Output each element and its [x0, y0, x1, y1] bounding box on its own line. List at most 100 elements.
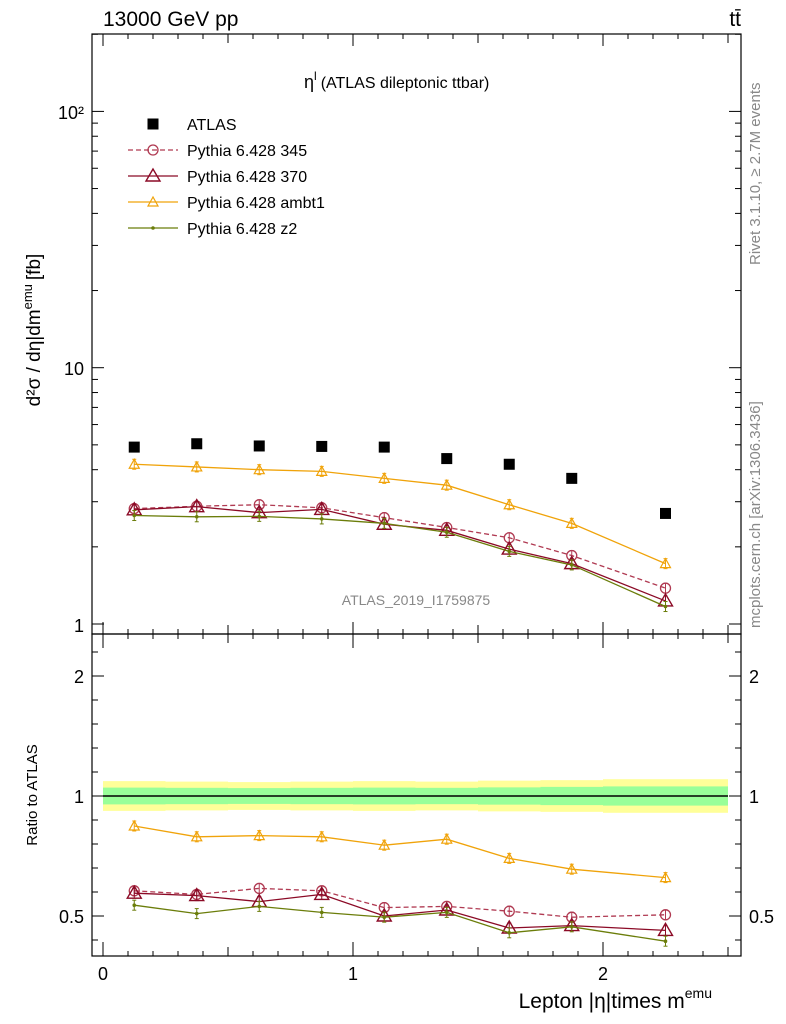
ratio-point-z2: [194, 911, 199, 916]
point-ambt1: [190, 460, 203, 472]
point-z2: [257, 514, 262, 519]
plot-title: ηl (ATLAS dileptonic ttbar): [304, 69, 489, 92]
plot-title-symbol: η: [304, 72, 314, 92]
point-atlas: [660, 507, 671, 519]
ratio-uncertainty-band: [103, 779, 728, 813]
ratio-point-p370: [126, 884, 143, 899]
point-ambt1: [128, 458, 141, 469]
ratio-ytick-label-1-right: 1: [749, 787, 759, 807]
plot-title-sup: l: [314, 69, 317, 83]
ratio-point-ambt1: [253, 829, 266, 841]
ratio-point-ambt1: [659, 871, 672, 883]
ratio-axis-ticks: [92, 634, 741, 956]
ratio-ytick-label-1: 1: [74, 787, 84, 807]
ratio-point-p370: [313, 886, 330, 901]
point-atlas: [191, 438, 203, 450]
legend-marker-ambt1: [146, 195, 160, 207]
ratio-ytick-label-2: 2: [74, 667, 84, 687]
xtick-label-1: 1: [348, 964, 358, 984]
main-ylabel: d²σ / dη|dmemu [fb]: [20, 254, 45, 407]
ratio-point-z2: [663, 939, 668, 943]
xlabel-text: Lepton |η|times m: [519, 990, 685, 1013]
point-ambt1: [378, 472, 391, 483]
point-atlas: [503, 458, 515, 470]
main-ytick-label-100: 10²: [58, 103, 84, 123]
rivet-label: Rivet 3.1.10, ≥ 2.7M events: [747, 83, 764, 266]
ratio-point-ambt1: [378, 838, 391, 850]
point-z2: [382, 521, 387, 526]
point-z2: [194, 514, 199, 519]
ratio-point-z2: [132, 903, 137, 907]
legend: ATLAS Pythia 6.428 345 Pythia 6.428 370 Pyt…: [128, 117, 325, 238]
point-atlas: [566, 472, 578, 484]
main-ylabel-sup: emu: [20, 284, 35, 309]
ratio-ylabel: Ratio to ATLAS: [24, 744, 41, 845]
point-atlas: [128, 441, 140, 453]
main-ytick-label-1: 1: [74, 616, 84, 636]
ratio-line-p345: [134, 887, 666, 918]
ratio-ytick-label-2-right: 2: [749, 667, 759, 687]
mcplots-label: mcplots.cern.ch [arXiv:1306.3436]: [747, 401, 764, 628]
point-ambt1: [565, 517, 578, 528]
header-process: tt̄: [729, 8, 741, 31]
ratio-point-z2: [569, 925, 574, 929]
ratio-point-z2: [382, 915, 387, 919]
point-z2: [132, 513, 137, 518]
ratio-point-ambt1: [128, 819, 141, 831]
ratio-ytick-label-05: 0.5: [59, 907, 84, 927]
ratio-point-p370: [657, 922, 674, 937]
legend-marker-p345: [147, 144, 159, 156]
point-ambt1: [503, 498, 516, 510]
legend-label-ambt1: Pythia 6.428 ambt1: [187, 195, 325, 212]
point-z2: [663, 604, 668, 609]
point-ambt1: [253, 463, 266, 475]
point-atlas: [316, 440, 328, 452]
point-z2: [319, 517, 324, 521]
ratio-plot-frame: [91, 633, 742, 957]
point-ambt1: [315, 465, 328, 476]
xtick-label-2: 2: [598, 964, 608, 984]
xlabel-sup: emu: [685, 985, 712, 1001]
ratio-series-layer: [126, 819, 674, 947]
point-atlas: [441, 453, 453, 465]
ratio-line-z2: [134, 904, 666, 942]
legend-marker-p370: [144, 167, 162, 182]
ratio-point-ambt1: [190, 830, 203, 842]
ratio-point-ambt1: [440, 832, 453, 844]
header-energy: 13000 GeV pp: [103, 8, 238, 31]
analysis-watermark: ATLAS_2019_I1759875: [342, 592, 491, 608]
ratio-point-p345: [503, 905, 515, 917]
point-atlas: [253, 440, 265, 452]
point-z2: [507, 549, 512, 554]
ratio-ytick-label-05-right: 0.5: [749, 907, 774, 927]
point-ambt1: [659, 557, 672, 569]
main-ylabel-unit: [fb]: [24, 254, 45, 280]
legend-label-p345: Pythia 6.428 345: [187, 143, 307, 160]
ratio-point-ambt1: [503, 852, 516, 864]
point-z2: [569, 563, 574, 567]
ratio-point-p345: [659, 909, 672, 921]
ratio-point-p370: [188, 887, 205, 902]
main-axis-ticks: [92, 33, 741, 634]
ratio-point-z2: [319, 910, 324, 915]
ratio-point-ambt1: [565, 862, 578, 874]
point-atlas: [378, 441, 390, 453]
legend-marker-atlas: [147, 118, 159, 130]
main-ytick-label-10: 10: [64, 359, 84, 379]
plot-title-rest: (ATLAS dileptonic ttbar): [321, 75, 490, 92]
xtick-label-0: 0: [98, 964, 108, 984]
xlabel: Lepton |η|times memu: [519, 985, 712, 1013]
legend-label-p370: Pythia 6.428 370: [187, 169, 307, 186]
series-line-p370: [134, 505, 666, 602]
point-ambt1: [440, 478, 453, 490]
main-series-layer: [126, 438, 674, 613]
ratio-point-z2: [257, 904, 262, 909]
legend-label-z2: Pythia 6.428 z2: [187, 221, 297, 238]
legend-marker-z2: [151, 226, 155, 230]
ratio-point-z2: [444, 910, 449, 915]
point-z2: [444, 530, 449, 535]
ratio-line-ambt1: [134, 825, 666, 879]
ratio-point-ambt1: [315, 830, 328, 842]
series-line-ambt1: [134, 463, 666, 565]
